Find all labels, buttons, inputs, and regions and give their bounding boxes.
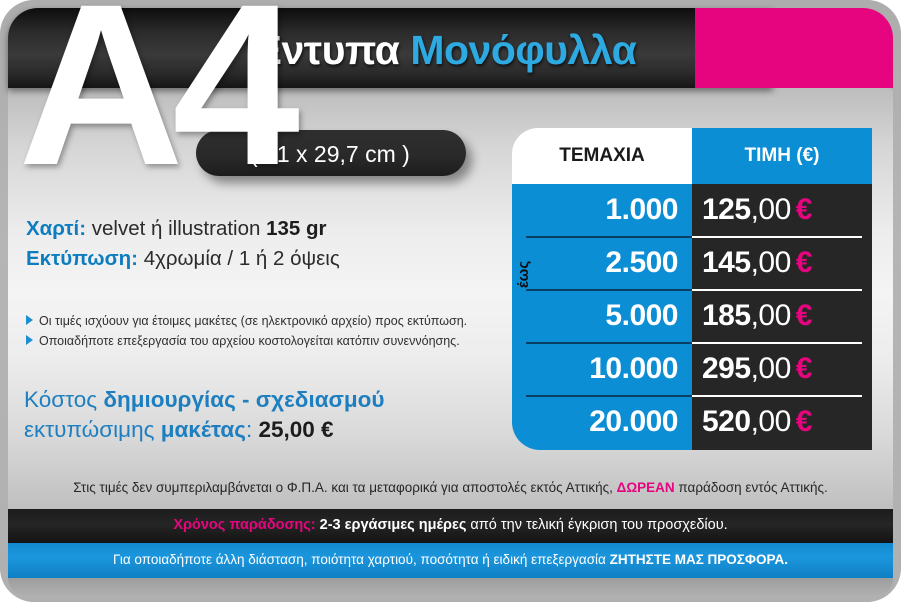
table-header-quantity: ΤΕΜΑΧΙΑ (512, 128, 692, 184)
price-major: 185 (702, 299, 751, 332)
page-title-part-white: Έντυπα (247, 27, 400, 73)
design-cost-emphasis-2: μακέτας (160, 417, 246, 442)
table-row: 1.000 (512, 184, 692, 237)
table-row: 2.500 (512, 237, 692, 290)
cell-price: 125,00 € (702, 193, 812, 227)
list-item: Οποιαδήποτε επεξεργασία του αρχείου κοστ… (26, 334, 460, 348)
euro-icon: € (795, 193, 813, 226)
row-divider (692, 342, 862, 344)
table-row: 10.000 (512, 343, 692, 396)
cell-quantity: 1.000 (605, 193, 678, 226)
price-minor: ,00 (750, 246, 792, 279)
spec-printing-value: 4χρωμία / 1 ή 2 όψεις (138, 247, 340, 270)
dimensions-pill (196, 130, 466, 176)
vat-note-highlight: ΔΩΡΕΑΝ (616, 480, 675, 495)
euro-icon: € (795, 352, 813, 385)
price-table: ΤΕΜΑΧΙΑ ΤΙΜΗ (€) έως 1.000 2.500 5.000 1… (512, 128, 872, 450)
price-minor: ,00 (750, 405, 792, 438)
cell-price: 185,00 € (702, 299, 812, 333)
design-cost-line-1: Κόστος δημιουργίας - σχεδιασμού (24, 387, 385, 413)
table-row: 125,00 € (692, 184, 872, 237)
cell-quantity: 5.000 (605, 299, 678, 332)
price-major: 295 (702, 352, 751, 385)
header-band (8, 8, 773, 88)
euro-icon: € (795, 405, 813, 438)
price-minor: ,00 (750, 352, 792, 385)
design-cost-prefix-2: εκτυπώσιμης (24, 417, 161, 442)
vat-note-after: παράδοση εντός Αττικής. (674, 480, 828, 495)
delivery-time-bar: Χρόνος παράδοσης: 2-3 εργάσιμες ημέρες α… (8, 509, 893, 543)
row-divider (692, 289, 862, 291)
custom-offer-bar[interactable]: Για οποιαδήποτε άλλη διάσταση, ποιότητα … (8, 543, 893, 578)
table-body-quantity-column: έως 1.000 2.500 5.000 10.000 20.000 (512, 184, 692, 450)
list-item: Οι τιμές ισχύουν για έτοιμες μακέτες (σε… (26, 314, 467, 328)
cell-quantity: 20.000 (589, 405, 678, 438)
design-cost-prefix: Κόστος (24, 387, 104, 412)
table-row: 185,00 € (692, 290, 872, 343)
table-body-price-column: 125,00 € 145,00 € 185,00 € 295,00 € 520,00 € (692, 184, 872, 450)
spec-paper-key: Χαρτί: (26, 217, 87, 240)
table-header-quantity-label: ΤΕΜΑΧΙΑ (559, 145, 645, 166)
triangle-bullet-icon (26, 315, 33, 325)
spec-paper-value: velvet ή illustration (86, 217, 267, 240)
price-minor: ,00 (750, 299, 792, 332)
vat-note-before: Στις τιμές δεν συμπεριλαμβάνεται ο Φ.Π.Α… (73, 480, 617, 495)
design-cost-price: 25,00 € (258, 417, 334, 442)
custom-offer-cta: ΖΗΤΗΣΤΕ ΜΑΣ ΠΡΟΣΦΟΡΑ. (609, 552, 788, 567)
page-title-part-cyan: Μονόφυλλα (410, 27, 637, 73)
cell-price: 520,00 € (702, 405, 812, 439)
magenta-accent-block (695, 8, 893, 88)
euro-icon: € (795, 299, 813, 332)
euro-icon: € (795, 246, 813, 279)
table-row: 295,00 € (692, 343, 872, 396)
table-row: 5.000 (512, 290, 692, 343)
delivery-time-text: Χρόνος παράδοσης: 2-3 εργάσιμες ημέρες α… (8, 517, 893, 533)
poster-bottom-curve (8, 578, 893, 596)
spec-printing-key: Εκτύπωση: (26, 247, 138, 270)
bullet-text: Οποιαδήποτε επεξεργασία του αρχείου κοστ… (39, 334, 460, 348)
price-major: 145 (702, 246, 751, 279)
spec-printing: Εκτύπωση: 4χρωμία / 1 ή 2 όψεις (26, 247, 340, 271)
delivery-time-rest: από την τελική έγκριση του προσχεδίου. (466, 517, 728, 533)
design-cost-colon: : (245, 417, 259, 442)
delivery-time-label: Χρόνος παράδοσης: (173, 517, 316, 533)
triangle-bullet-icon (26, 335, 33, 345)
spec-paper-weight: 135 gr (266, 217, 327, 240)
table-row: 520,00 € (692, 396, 872, 449)
row-divider (526, 395, 692, 397)
row-divider (692, 236, 862, 238)
cell-price: 145,00 € (702, 246, 812, 280)
vat-note: Στις τιμές δεν συμπεριλαμβάνεται ο Φ.Π.Α… (0, 480, 901, 495)
spec-paper: Χαρτί: velvet ή illustration 135 gr (26, 217, 327, 241)
dimensions-label: ( 21 x 29,7 cm ) (250, 141, 410, 167)
table-header-price-label: ΤΙΜΗ (€) (744, 145, 820, 166)
table-row: 20.000 (512, 396, 692, 449)
row-divider (526, 289, 692, 291)
row-divider (692, 395, 862, 397)
cell-quantity: 10.000 (589, 352, 678, 385)
design-cost-line-2: εκτυπώσιμης μακέτας: 25,00 € (24, 417, 334, 443)
bullet-text: Οι τιμές ισχύουν για έτοιμες μακέτες (σε… (39, 314, 468, 328)
row-divider (526, 236, 692, 238)
cell-price: 295,00 € (702, 352, 812, 386)
design-cost-emphasis: δημιουργίας - σχεδιασμού (103, 387, 385, 412)
price-major: 520 (702, 405, 751, 438)
custom-offer-before: Για οποιαδήποτε άλλη διάσταση, ποιότητα … (113, 552, 610, 567)
price-minor: ,00 (750, 193, 792, 226)
cell-quantity: 2.500 (605, 246, 678, 279)
paper-size-glyph: A4 (18, 0, 300, 213)
row-divider (526, 342, 692, 344)
page-title: Έντυπα Μονόφυλλα (247, 27, 637, 74)
delivery-time-value: 2-3 εργάσιμες ημέρες (319, 517, 467, 533)
table-row: 145,00 € (692, 237, 872, 290)
table-header-price: ΤΙΜΗ (€) (692, 128, 872, 184)
price-major: 125 (702, 193, 751, 226)
custom-offer-text: Για οποιαδήποτε άλλη διάσταση, ποιότητα … (8, 552, 893, 567)
